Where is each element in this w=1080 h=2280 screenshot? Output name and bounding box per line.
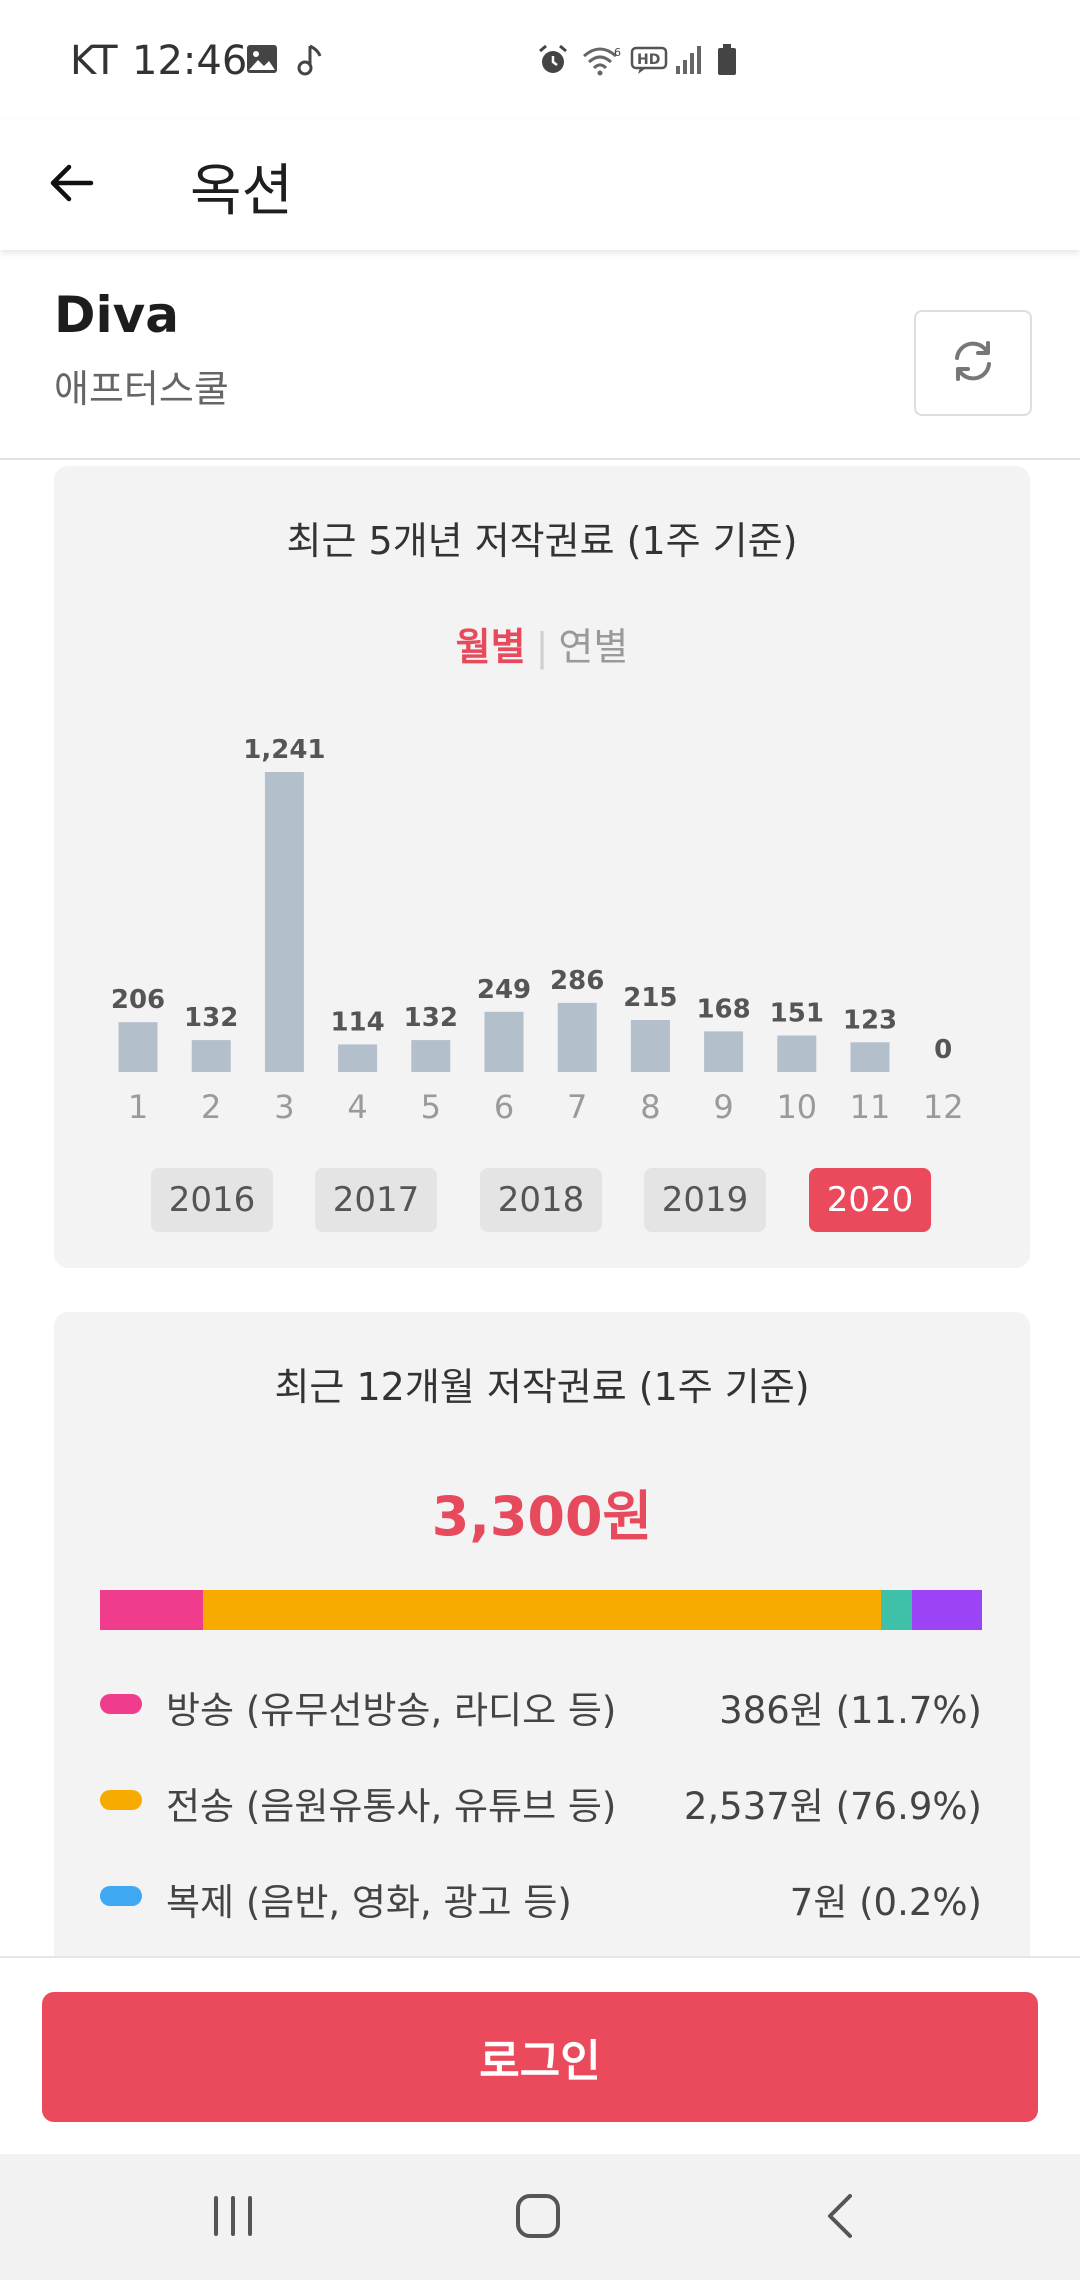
system-nav-bar — [0, 2154, 1080, 2280]
category-label: 방송 (유무선방송, 라디오 등) — [166, 1689, 617, 1732]
bar-month-4 — [338, 1044, 378, 1072]
back-button[interactable] — [36, 150, 106, 220]
category-row: 복제 (음반, 영화, 광고 등) 7원 (0.2%) — [100, 1866, 982, 1926]
history-card-title: 최근 5개년 저작권료 (1주 기준) — [286, 519, 798, 563]
alarm-icon — [536, 44, 570, 80]
refresh-button[interactable] — [914, 310, 1032, 416]
page-title: 옥션 — [190, 159, 294, 224]
recent-apps-icon[interactable] — [210, 2194, 256, 2242]
x-tick-label: 11 — [850, 1088, 891, 1126]
bar-value-label: 0 — [934, 1035, 952, 1065]
app-bar: 옥션 — [0, 120, 1080, 250]
bar-month-8 — [630, 1020, 670, 1072]
toggle-yearly[interactable]: 연별 — [558, 625, 629, 669]
image-icon — [246, 44, 278, 78]
category-swatch — [100, 1694, 142, 1714]
svg-text:HD: HD — [637, 52, 660, 68]
bar-value-label: 168 — [696, 994, 750, 1024]
category-stack-bar — [100, 1590, 982, 1630]
bar-month-11 — [850, 1042, 890, 1072]
home-icon[interactable] — [514, 2192, 562, 2244]
category-row: 방송 (유무선방송, 라디오 등) 386원 (11.7%) — [100, 1674, 982, 1734]
category-label: 전송 (음원유통사, 유튜브 등) — [166, 1785, 617, 1828]
category-swatch — [100, 1886, 142, 1906]
x-tick-label: 10 — [776, 1088, 817, 1126]
x-tick-label: 1 — [128, 1088, 148, 1126]
bar-month-6 — [484, 1011, 524, 1072]
stack-segment — [881, 1590, 913, 1630]
x-tick-label: 5 — [421, 1088, 441, 1126]
x-tick-label: 8 — [640, 1088, 660, 1126]
music-note-icon — [296, 44, 326, 80]
x-tick-label: 4 — [347, 1088, 367, 1126]
x-tick-label: 12 — [923, 1088, 964, 1126]
year-button-2017[interactable]: 2017 — [315, 1168, 437, 1232]
signal-icon — [674, 44, 704, 80]
status-time: 12:46 — [132, 38, 248, 84]
toggle-monthly[interactable]: 월별 — [455, 625, 526, 669]
category-label: 복제 (음반, 영화, 광고 등) — [166, 1881, 572, 1924]
bar-month-2 — [191, 1040, 231, 1072]
refresh-icon — [948, 336, 998, 390]
category-swatch — [100, 1790, 142, 1810]
toggle-separator: | — [535, 625, 549, 669]
summary-total: 3,300원 — [431, 1485, 653, 1548]
hd-voice-icon: HD — [630, 44, 668, 80]
bar-month-1 — [118, 1022, 158, 1072]
x-tick-label: 7 — [567, 1088, 587, 1126]
svg-text:6: 6 — [614, 46, 621, 59]
history-card: 최근 5개년 저작권료 (1주 기준) 월별 | 연별 206 1 132 2 1,241 3… — [54, 466, 1030, 1268]
arrow-left-icon — [47, 163, 95, 207]
x-tick-label: 2 — [201, 1088, 221, 1126]
bar-value-label: 132 — [184, 1003, 238, 1033]
login-button[interactable]: 로그인 — [42, 1992, 1038, 2122]
song-header: Diva 애프터스쿨 — [0, 250, 1080, 460]
bar-value-label: 286 — [550, 966, 604, 996]
bar-month-3 — [264, 772, 304, 1072]
summary-card-title: 최근 12개월 저작권료 (1주 기준) — [274, 1365, 810, 1409]
x-tick-label: 6 — [494, 1088, 514, 1126]
stack-segment — [912, 1590, 982, 1630]
bar-value-label: 249 — [477, 975, 531, 1005]
song-title: Diva — [54, 286, 179, 344]
wifi-icon: 6 — [580, 44, 624, 80]
bar-value-label: 151 — [770, 998, 824, 1028]
category-row: 전송 (음원유통사, 유튜브 등) 2,537원 (76.9%) — [100, 1770, 982, 1830]
summary-card: 최근 12개월 저작권료 (1주 기준) 3,300원 방송 (유무선방송, 라… — [54, 1312, 1030, 2012]
bar-value-label: 114 — [330, 1007, 384, 1037]
x-tick-label: 9 — [713, 1088, 733, 1126]
bar-month-7 — [557, 1002, 597, 1072]
year-button-2019[interactable]: 2019 — [644, 1168, 766, 1232]
monthly-royalty-chart: 206 1 132 2 1,241 3 114 4 132 5 249 6 286 7 215 8 168 9 15… — [111, 735, 964, 1126]
status-carrier: KT — [70, 38, 118, 84]
bar-month-9 — [704, 1031, 744, 1072]
bar-value-label: 1,241 — [243, 735, 325, 765]
battery-icon — [716, 44, 738, 80]
bar-value-label: 123 — [843, 1005, 897, 1035]
bar-month-5 — [411, 1040, 451, 1072]
category-value: 7원 (0.2%) — [789, 1881, 982, 1924]
stack-segment — [203, 1590, 882, 1630]
bar-value-label: 132 — [404, 1003, 458, 1033]
bar-value-label: 206 — [111, 985, 165, 1015]
bar-value-label: 215 — [623, 983, 677, 1013]
year-button-2016[interactable]: 2016 — [151, 1168, 273, 1232]
status-bar: KT 12:46 6 HD — [0, 0, 1080, 120]
bar-month-10 — [777, 1035, 817, 1072]
stack-segment — [100, 1590, 204, 1630]
nav-back-icon[interactable] — [820, 2192, 860, 2244]
view-toggle: 월별 | 연별 — [54, 616, 1030, 671]
year-button-2018[interactable]: 2018 — [480, 1168, 602, 1232]
bottom-action-bar: 로그인 — [0, 1956, 1080, 2156]
category-value: 386원 (11.7%) — [719, 1689, 982, 1732]
year-button-2020[interactable]: 2020 — [809, 1168, 931, 1232]
category-value: 2,537원 (76.9%) — [683, 1785, 982, 1828]
x-tick-label: 3 — [274, 1088, 294, 1126]
song-artist: 애프터스쿨 — [54, 367, 229, 411]
